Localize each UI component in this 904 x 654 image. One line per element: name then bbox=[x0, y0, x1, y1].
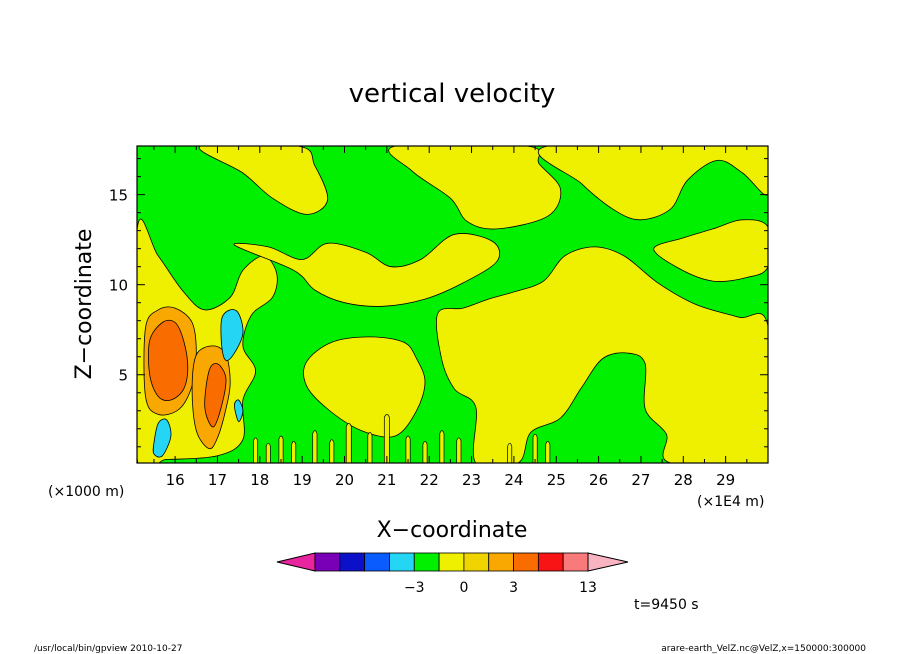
colorbar-swatch bbox=[314, 552, 341, 572]
colorbar-swatch bbox=[488, 552, 514, 572]
plot-frame bbox=[136, 145, 769, 464]
x-tick-label: 20 bbox=[335, 471, 354, 489]
contour-region-negative-small bbox=[233, 399, 244, 423]
colorbar-tick-label: 13 bbox=[579, 580, 597, 596]
colorbar-arrow-low bbox=[276, 552, 316, 572]
contour-region-positive-small bbox=[538, 146, 768, 221]
updraft-streak bbox=[312, 430, 318, 463]
colorbar-tick-label: 3 bbox=[509, 580, 518, 596]
x-tick-label: 17 bbox=[208, 471, 227, 489]
colorbar-swatch bbox=[438, 552, 465, 572]
x-tick-label: 27 bbox=[631, 471, 650, 489]
updraft-streak bbox=[507, 442, 513, 463]
updraft-streak bbox=[329, 439, 335, 463]
x-unit-label: (×1E4 m) bbox=[697, 494, 764, 510]
colorbar-swatch bbox=[463, 552, 490, 572]
contour-region-positive-small bbox=[303, 336, 426, 438]
colorbar-swatch bbox=[413, 552, 440, 572]
y-axis: 5 10 15 bbox=[109, 158, 768, 448]
x-tick-label: 21 bbox=[377, 471, 396, 489]
footer-right: arare-earth_VelZ.nc@VelZ,x=150000:300000 bbox=[661, 644, 866, 654]
updraft-streak bbox=[253, 437, 259, 463]
contour-region-positive-small bbox=[233, 233, 501, 307]
updraft-streak bbox=[291, 441, 297, 463]
colorbar-swatch bbox=[537, 552, 564, 572]
updraft-streak bbox=[532, 433, 538, 463]
updraft-streak bbox=[278, 435, 284, 463]
colorbar-swatch bbox=[339, 552, 366, 572]
colorbar-tick-label: −3 bbox=[404, 580, 425, 596]
colorbar-swatch bbox=[364, 552, 390, 572]
updraft-streak bbox=[439, 430, 445, 463]
y-tick-label: 15 bbox=[109, 187, 128, 205]
contour-region-positive-small bbox=[436, 246, 768, 463]
x-tick-label: 23 bbox=[462, 471, 481, 489]
contour-region-positive-small bbox=[653, 219, 768, 282]
x-tick-label: 28 bbox=[674, 471, 693, 489]
x-tick-label: 29 bbox=[716, 471, 735, 489]
updraft-streak bbox=[456, 437, 462, 463]
updraft-streak bbox=[265, 442, 271, 463]
x-tick-label: 25 bbox=[547, 471, 566, 489]
colorbar-swatch bbox=[562, 552, 589, 572]
x-axis: 16 17 18 19 20 21 22 23 24 25 26 27 28 29 bbox=[153, 146, 748, 489]
updraft-streak bbox=[545, 441, 551, 463]
x-axis-label: X−coordinate bbox=[377, 518, 528, 543]
contour-region-positive-large bbox=[204, 363, 227, 428]
y-tick-label: 5 bbox=[118, 367, 128, 385]
updraft-streak bbox=[367, 432, 373, 463]
plot-area bbox=[136, 145, 769, 464]
updraft-streak bbox=[422, 441, 428, 463]
chart-title: vertical velocity bbox=[349, 79, 556, 109]
updraft-streak bbox=[345, 423, 352, 463]
contour-region-positive-large bbox=[147, 319, 189, 401]
contour-region-positive-small bbox=[388, 146, 562, 230]
colorbar-swatch bbox=[513, 552, 539, 572]
x-tick-label: 26 bbox=[589, 471, 608, 489]
x-tick-label: 24 bbox=[504, 471, 523, 489]
colorbar-swatch bbox=[389, 552, 415, 572]
y-axis-label: Z−coordinate bbox=[72, 229, 97, 380]
contour-region-negative-small bbox=[152, 418, 172, 458]
y-unit-label: (×1000 m) bbox=[48, 484, 124, 500]
x-tick-label: 18 bbox=[250, 471, 269, 489]
updraft-streak bbox=[383, 414, 390, 463]
contour-region-negative-small bbox=[220, 309, 244, 361]
y-tick-label: 10 bbox=[109, 277, 128, 295]
colorbar-arrow-high bbox=[587, 552, 629, 572]
updraft-streak bbox=[405, 435, 411, 463]
colorbar: −3 0 3 13 bbox=[276, 552, 629, 596]
colorbar-tick-label: 0 bbox=[459, 580, 468, 596]
time-label: t=9450 s bbox=[634, 597, 699, 613]
x-tick-label: 16 bbox=[166, 471, 185, 489]
x-tick-label: 22 bbox=[420, 471, 439, 489]
contour-regions bbox=[137, 146, 768, 463]
footer-left: /usr/local/bin/gpview 2010-10-27 bbox=[34, 644, 182, 654]
x-tick-label: 19 bbox=[293, 471, 312, 489]
